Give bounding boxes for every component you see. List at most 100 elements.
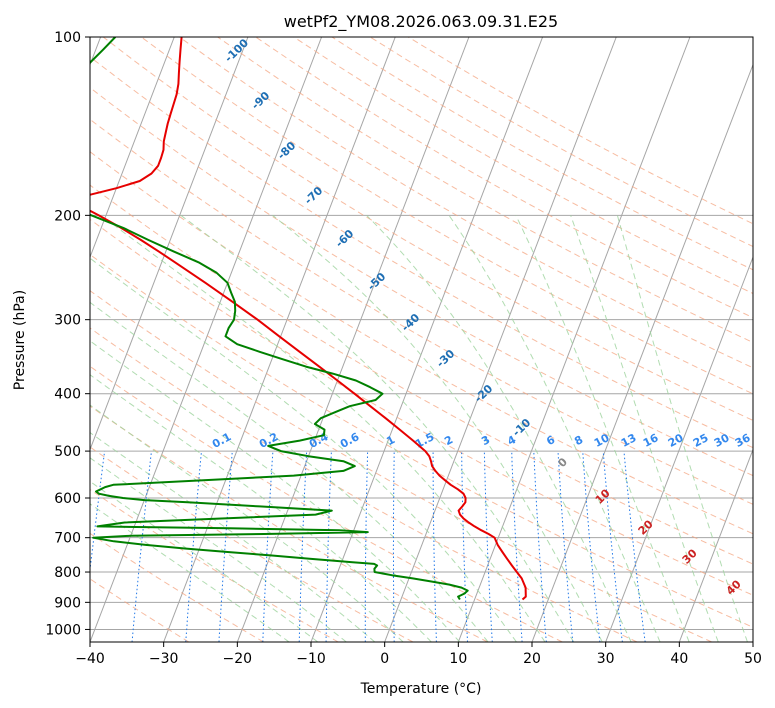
- y-tick-label: 300: [54, 313, 81, 329]
- moist-adiabat-line: [90, 480, 319, 642]
- dry-adiabat-line: [102, 37, 753, 421]
- moist-adiabat-line: [515, 215, 690, 642]
- mixing-ratio-line: [602, 451, 623, 642]
- x-tick-label: −20: [223, 651, 253, 667]
- moist-adiabat-line: [100, 214, 546, 642]
- mixing-ratio-label: 0.2: [257, 430, 280, 451]
- moist-adiabat-line: [90, 301, 489, 642]
- dry-adiabat-line: [90, 151, 753, 535]
- y-tick-label: 700: [54, 531, 81, 547]
- isotherm-label: -80: [275, 139, 299, 162]
- moist-adiabat-label: 0: [555, 455, 570, 470]
- isotherm-line: [457, 37, 691, 642]
- isotherm-label: -20: [472, 382, 496, 405]
- mixing-ratio-label: 0.1: [210, 430, 233, 451]
- mixing-ratio-label: 3: [479, 433, 492, 448]
- isotherm-line: [163, 37, 396, 642]
- mixing-ratio-label: 10: [592, 431, 612, 450]
- dry-adiabat-line: [90, 56, 753, 449]
- mixing-ratio-line: [432, 451, 437, 642]
- dry-adiabat-line: [141, 37, 753, 395]
- moist-adiabat-line: [616, 215, 748, 642]
- mixing-ratio-label: 25: [691, 431, 711, 450]
- isotherm-line: [90, 37, 323, 642]
- dry-adiabat-line: [90, 253, 753, 628]
- dry-adiabat-line: [255, 37, 753, 319]
- mixing-ratio-label: 6: [544, 433, 557, 448]
- isotherm-line: [678, 448, 753, 642]
- mixing-ratio-line: [131, 451, 152, 642]
- mixing-ratio-line: [623, 451, 646, 642]
- x-axis-ticks: −40 −30 −20 −10 0 10 20 30 40 50: [75, 642, 762, 667]
- dry-adiabat-line: [90, 578, 190, 642]
- mixing-ratio-label: 30: [712, 431, 732, 450]
- mixing-ratio-label: 0.6: [338, 430, 362, 451]
- mixing-ratio-label: 16: [641, 431, 661, 450]
- isotherm-label: -40: [399, 311, 423, 334]
- dry-adiabat-line: [90, 218, 753, 596]
- moist-adiabat-label: 10: [593, 486, 613, 506]
- y-tick-label: 100: [54, 30, 81, 46]
- moist-adiabat-line: [570, 215, 719, 642]
- y-tick-label: 600: [54, 491, 81, 507]
- x-tick-label: 20: [523, 651, 541, 667]
- y-tick-label: 900: [54, 595, 81, 611]
- mixing-ratio-line: [582, 451, 601, 642]
- chart-title: wetPf2_YM08.2026.063.09.31.E25: [284, 12, 558, 32]
- profile-lines: [90, 37, 527, 601]
- plot-frame: [89, 36, 754, 643]
- y-axis-ticks: 100 200 300 400 500 600 700 800 900 1000: [45, 30, 90, 638]
- moist-adiabat-label: 20: [636, 517, 656, 537]
- isotherm-line: [90, 37, 249, 451]
- isotherm-label: -70: [302, 184, 326, 207]
- mixing-ratio-line: [364, 451, 369, 642]
- mixing-ratio-label: 0.4: [307, 430, 331, 451]
- y-tick-label: 200: [54, 208, 81, 224]
- mixing-ratio-line: [533, 451, 547, 642]
- moist-adiabat-line: [90, 503, 290, 642]
- y-tick-label: 400: [54, 387, 81, 403]
- isotherm-label: -60: [333, 227, 357, 250]
- mixing-ratio-line: [262, 451, 274, 642]
- y-tick-label: 800: [54, 565, 81, 581]
- isotherm-label: -90: [249, 89, 273, 112]
- dry-adiabat-line: [90, 405, 488, 642]
- dry-adiabat-line: [293, 37, 753, 295]
- isotherm-label: -10: [510, 416, 534, 439]
- dry-adiabat-line: [90, 532, 264, 642]
- isotherm-label: -50: [365, 270, 389, 293]
- mixing-ratio-line: [461, 451, 468, 642]
- dry-adiabat-line: [90, 87, 753, 477]
- mixing-ratio-line: [185, 451, 202, 642]
- dry-adiabat-line: [407, 37, 753, 225]
- isotherm-line: [90, 37, 175, 259]
- x-tick-label: 50: [744, 651, 762, 667]
- background-line-labels: -100-90-80-70-60-50-40-30-20-10010203040…: [210, 37, 753, 598]
- dry-adiabat-line: [90, 118, 753, 505]
- dewpoint-line: [90, 37, 469, 601]
- x-axis-label: Temperature (°C): [360, 681, 482, 697]
- mixing-ratio-line: [557, 451, 574, 642]
- moist-adiabat-line: [90, 257, 517, 642]
- moist-adiabat-line: [180, 214, 575, 642]
- x-tick-label: 30: [597, 651, 615, 667]
- isotherm-line: [531, 63, 753, 642]
- mixing-ratio-line: [483, 451, 493, 642]
- x-tick-label: −30: [149, 651, 179, 667]
- y-tick-label: 500: [54, 444, 81, 460]
- x-tick-label: −40: [75, 651, 105, 667]
- temperature-line: [90, 37, 527, 601]
- moist-adiabat-line: [90, 340, 461, 642]
- pressure-grid: [90, 37, 753, 630]
- moist-adiabat-line: [90, 431, 376, 642]
- dry-adiabat-line: [90, 446, 414, 642]
- mixing-ratio-line: [298, 451, 308, 642]
- moist-adiabat-line: [366, 214, 632, 642]
- isotherm-line: [605, 255, 753, 642]
- mixing-ratio-label: 1.5: [413, 430, 436, 451]
- y-axis-label: Pressure (hPa): [12, 290, 28, 390]
- moist-adiabat-line: [90, 404, 404, 642]
- mixing-ratio-label: 2: [442, 433, 455, 448]
- mixing-ratio-label: 13: [619, 431, 639, 450]
